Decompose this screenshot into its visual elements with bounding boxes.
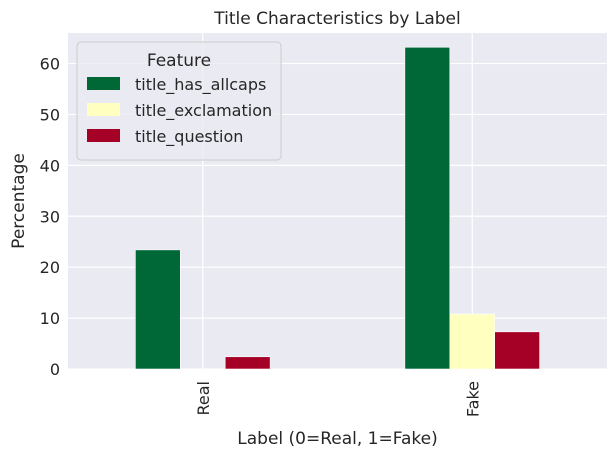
y-tick-label: 30 xyxy=(40,207,60,226)
legend-swatch xyxy=(87,103,120,116)
bars xyxy=(135,46,540,370)
y-tick-label: 0 xyxy=(50,360,60,379)
y-axis-ticks: 0 10 20 30 40 50 60 xyxy=(40,55,60,379)
bar-title_has_allcaps-real xyxy=(135,249,181,370)
legend-box xyxy=(76,41,282,161)
legend-swatch xyxy=(87,77,120,90)
y-tick-label: 40 xyxy=(40,156,60,175)
bar-title_question-real xyxy=(224,356,271,370)
x-axis-label: Label (0=Real, 1=Fake) xyxy=(237,429,437,449)
x-tick-label: Fake xyxy=(463,381,482,417)
bar-title_has_allcaps-fake xyxy=(404,46,451,370)
legend: Feature title_has_allcaps title_exclamati… xyxy=(76,41,282,161)
bar-title_exclamation-fake xyxy=(449,313,496,370)
y-axis-label: Percentage xyxy=(9,153,29,249)
y-tick-label: 10 xyxy=(40,309,60,328)
legend-items: title_has_allcaps title_exclamation title_… xyxy=(87,75,272,147)
x-tick-label: Real xyxy=(194,381,213,416)
legend-title: Feature xyxy=(147,51,211,71)
bar-title_question-fake xyxy=(494,331,540,370)
chart-title: Title Characteristics by Label xyxy=(213,9,460,29)
y-tick-label: 50 xyxy=(40,105,60,124)
x-axis-ticks: Real Fake xyxy=(194,381,483,417)
legend-label: title_has_allcaps xyxy=(135,75,266,95)
legend-label: title_question xyxy=(135,127,243,147)
legend-label: title_exclamation xyxy=(135,101,272,121)
y-tick-label: 60 xyxy=(40,55,60,74)
legend-swatch xyxy=(87,129,120,142)
y-tick-label: 20 xyxy=(40,258,60,277)
